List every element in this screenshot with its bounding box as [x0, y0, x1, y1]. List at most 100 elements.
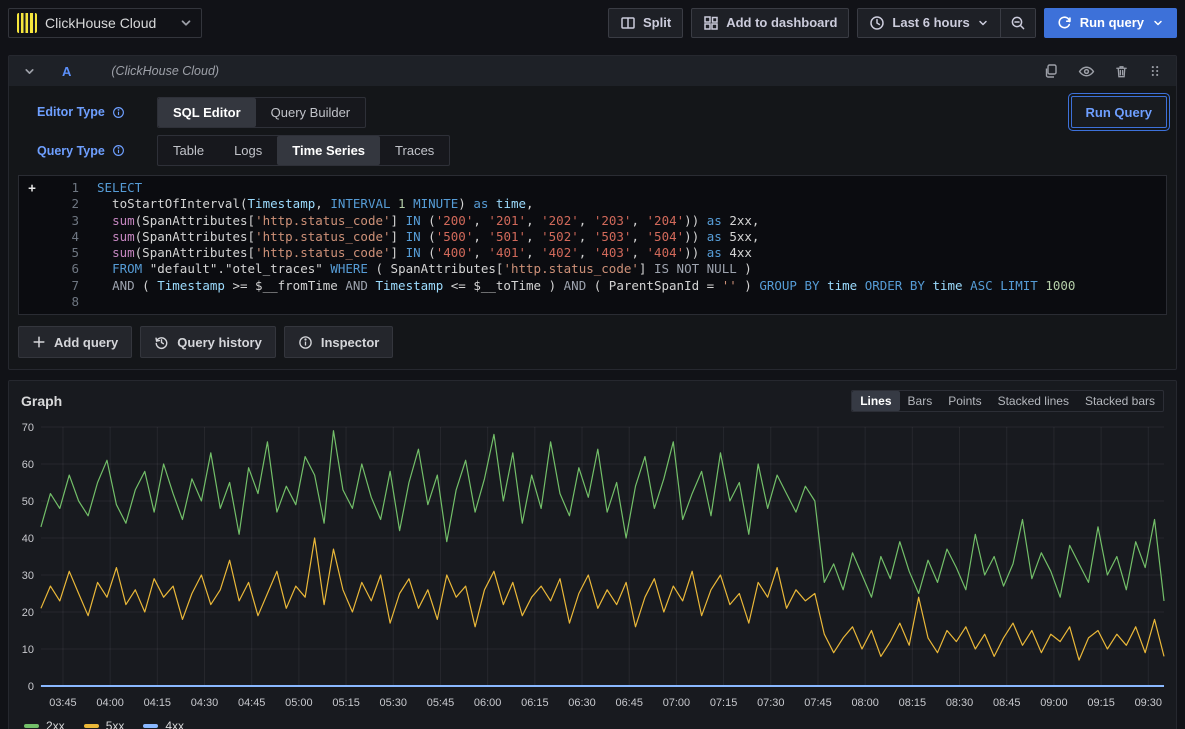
sql-line[interactable]: 6 FROM "default"."otel_traces" WHERE ( S… — [19, 261, 1166, 277]
chart-axis-labels: 01020304050607003:4504:0004:1504:3004:45… — [22, 422, 1162, 709]
graph-panel-title: Graph — [21, 393, 62, 409]
legend-item-2xx[interactable]: 2xx — [24, 719, 65, 729]
gutter-spacer — [19, 213, 45, 229]
sql-line[interactable]: 5 sum(SpanAttributes['http.status_code']… — [19, 245, 1166, 261]
svg-text:08:45: 08:45 — [993, 697, 1020, 709]
copy-icon[interactable] — [1043, 63, 1059, 80]
time-picker-group: Last 6 hours — [857, 8, 1035, 38]
mode-lines[interactable]: Lines — [852, 391, 899, 411]
run-query-button[interactable]: Run query — [1044, 8, 1177, 38]
query-type-traces[interactable]: Traces — [380, 136, 449, 165]
add-to-dashboard-button[interactable]: Add to dashboard — [691, 8, 849, 38]
svg-text:07:15: 07:15 — [710, 697, 737, 709]
editor-type-query-builder[interactable]: Query Builder — [256, 98, 365, 127]
svg-text:20: 20 — [22, 607, 34, 619]
svg-text:05:45: 05:45 — [427, 697, 454, 709]
svg-text:04:00: 04:00 — [96, 697, 123, 709]
svg-text:60: 60 — [22, 459, 34, 471]
legend-label: 2xx — [46, 719, 65, 729]
query-type-logs[interactable]: Logs — [219, 136, 277, 165]
sql-line-text: sum(SpanAttributes['http.status_code'] I… — [97, 229, 1166, 245]
sql-line[interactable]: 4 sum(SpanAttributes['http.status_code']… — [19, 229, 1166, 245]
line-number: 7 — [45, 278, 79, 294]
line-number: 6 — [45, 261, 79, 277]
query-type-time-series[interactable]: Time Series — [277, 136, 380, 165]
add-query-button[interactable]: Add query — [18, 326, 132, 358]
svg-text:04:15: 04:15 — [144, 697, 171, 709]
collapse-chevron-icon[interactable] — [23, 65, 36, 78]
legend-item-4xx[interactable]: 4xx — [143, 719, 184, 729]
editor-type-label-box: Editor Type — [18, 105, 157, 119]
inspector-label: Inspector — [321, 335, 380, 350]
legend-item-5xx[interactable]: 5xx — [84, 719, 125, 729]
sql-line[interactable]: 2 toStartOfInterval(Timestamp, INTERVAL … — [19, 196, 1166, 212]
chevron-down-icon — [977, 17, 989, 29]
svg-text:09:30: 09:30 — [1135, 697, 1162, 709]
query-ref-id[interactable]: A — [62, 64, 71, 79]
mode-bars[interactable]: Bars — [900, 391, 941, 411]
gutter-spacer — [19, 229, 45, 245]
panel-run-query-button[interactable]: Run Query — [1071, 96, 1167, 128]
dashboard-grid-icon — [703, 15, 719, 31]
line-number: 8 — [45, 294, 79, 310]
sql-line[interactable]: 3 sum(SpanAttributes['http.status_code']… — [19, 213, 1166, 229]
query-type-table[interactable]: Table — [158, 136, 219, 165]
chevron-down-icon[interactable] — [1152, 17, 1164, 29]
inspector-button[interactable]: Inspector — [284, 326, 394, 358]
sql-line-text: FROM "default"."otel_traces" WHERE ( Spa… — [97, 261, 1166, 277]
query-history-button[interactable]: Query history — [140, 326, 276, 358]
svg-text:09:15: 09:15 — [1087, 697, 1114, 709]
series-line-5xx — [41, 538, 1164, 660]
sql-gutter: 4 — [19, 229, 97, 245]
sql-line[interactable]: +1SELECT — [19, 180, 1166, 196]
time-range-button[interactable]: Last 6 hours — [858, 9, 999, 37]
svg-text:08:00: 08:00 — [851, 697, 878, 709]
split-button[interactable]: Split — [608, 8, 683, 38]
gutter-spacer — [19, 278, 45, 294]
time-series-chart[interactable]: 01020304050607003:4504:0004:1504:3004:45… — [9, 416, 1176, 714]
svg-text:05:15: 05:15 — [332, 697, 359, 709]
svg-text:07:45: 07:45 — [804, 697, 831, 709]
sql-gutter: 7 — [19, 278, 97, 294]
svg-text:05:30: 05:30 — [380, 697, 407, 709]
drag-handle-icon[interactable] — [1148, 63, 1162, 80]
editor-type-options: SQL Editor Query Builder — [157, 97, 366, 128]
info-icon[interactable] — [112, 106, 125, 119]
query-datasource-hint: (ClickHouse Cloud) — [111, 64, 219, 78]
mode-points[interactable]: Points — [940, 391, 989, 411]
svg-text:08:15: 08:15 — [899, 697, 926, 709]
eye-icon[interactable] — [1078, 63, 1095, 80]
sql-line[interactable]: 8 — [19, 294, 1166, 310]
legend-swatch — [84, 724, 99, 728]
query-type-row: Query Type Table Logs Time Series Traces — [18, 135, 1167, 166]
sql-gutter: 8 — [19, 294, 97, 310]
add-line-icon[interactable]: + — [19, 180, 45, 196]
line-number: 5 — [45, 245, 79, 261]
zoom-out-button[interactable] — [1001, 9, 1035, 37]
svg-text:09:00: 09:00 — [1040, 697, 1067, 709]
editor-type-sql-editor[interactable]: SQL Editor — [158, 98, 256, 127]
mode-stacked-lines[interactable]: Stacked lines — [990, 391, 1077, 411]
datasource-name: ClickHouse Cloud — [45, 15, 171, 31]
svg-text:06:45: 06:45 — [616, 697, 643, 709]
svg-text:40: 40 — [22, 533, 34, 545]
sql-line-text: toStartOfInterval(Timestamp, INTERVAL 1 … — [97, 196, 1166, 212]
query-row-header[interactable]: A (ClickHouse Cloud) — [9, 56, 1176, 86]
graph-panel-header: Graph Lines Bars Points Stacked lines St… — [9, 381, 1176, 416]
query-type-options: Table Logs Time Series Traces — [157, 135, 450, 166]
chevron-down-icon — [179, 16, 193, 30]
add-query-label: Add query — [54, 335, 118, 350]
mode-stacked-bars[interactable]: Stacked bars — [1077, 391, 1163, 411]
info-icon[interactable] — [112, 144, 125, 157]
datasource-picker[interactable]: ClickHouse Cloud — [8, 8, 202, 38]
sql-editor[interactable]: +1SELECT2 toStartOfInterval(Timestamp, I… — [18, 175, 1167, 315]
trash-icon[interactable] — [1114, 63, 1129, 80]
sql-gutter: 2 — [19, 196, 97, 212]
chart-canvas[interactable]: 01020304050607003:4504:0004:1504:3004:45… — [13, 418, 1170, 714]
svg-text:70: 70 — [22, 422, 34, 434]
sql-line[interactable]: 7 AND ( Timestamp >= $__fromTime AND Tim… — [19, 278, 1166, 294]
svg-text:06:30: 06:30 — [568, 697, 595, 709]
svg-text:06:15: 06:15 — [521, 697, 548, 709]
line-number: 1 — [45, 180, 79, 196]
sql-line-text: AND ( Timestamp >= $__fromTime AND Times… — [97, 278, 1166, 294]
